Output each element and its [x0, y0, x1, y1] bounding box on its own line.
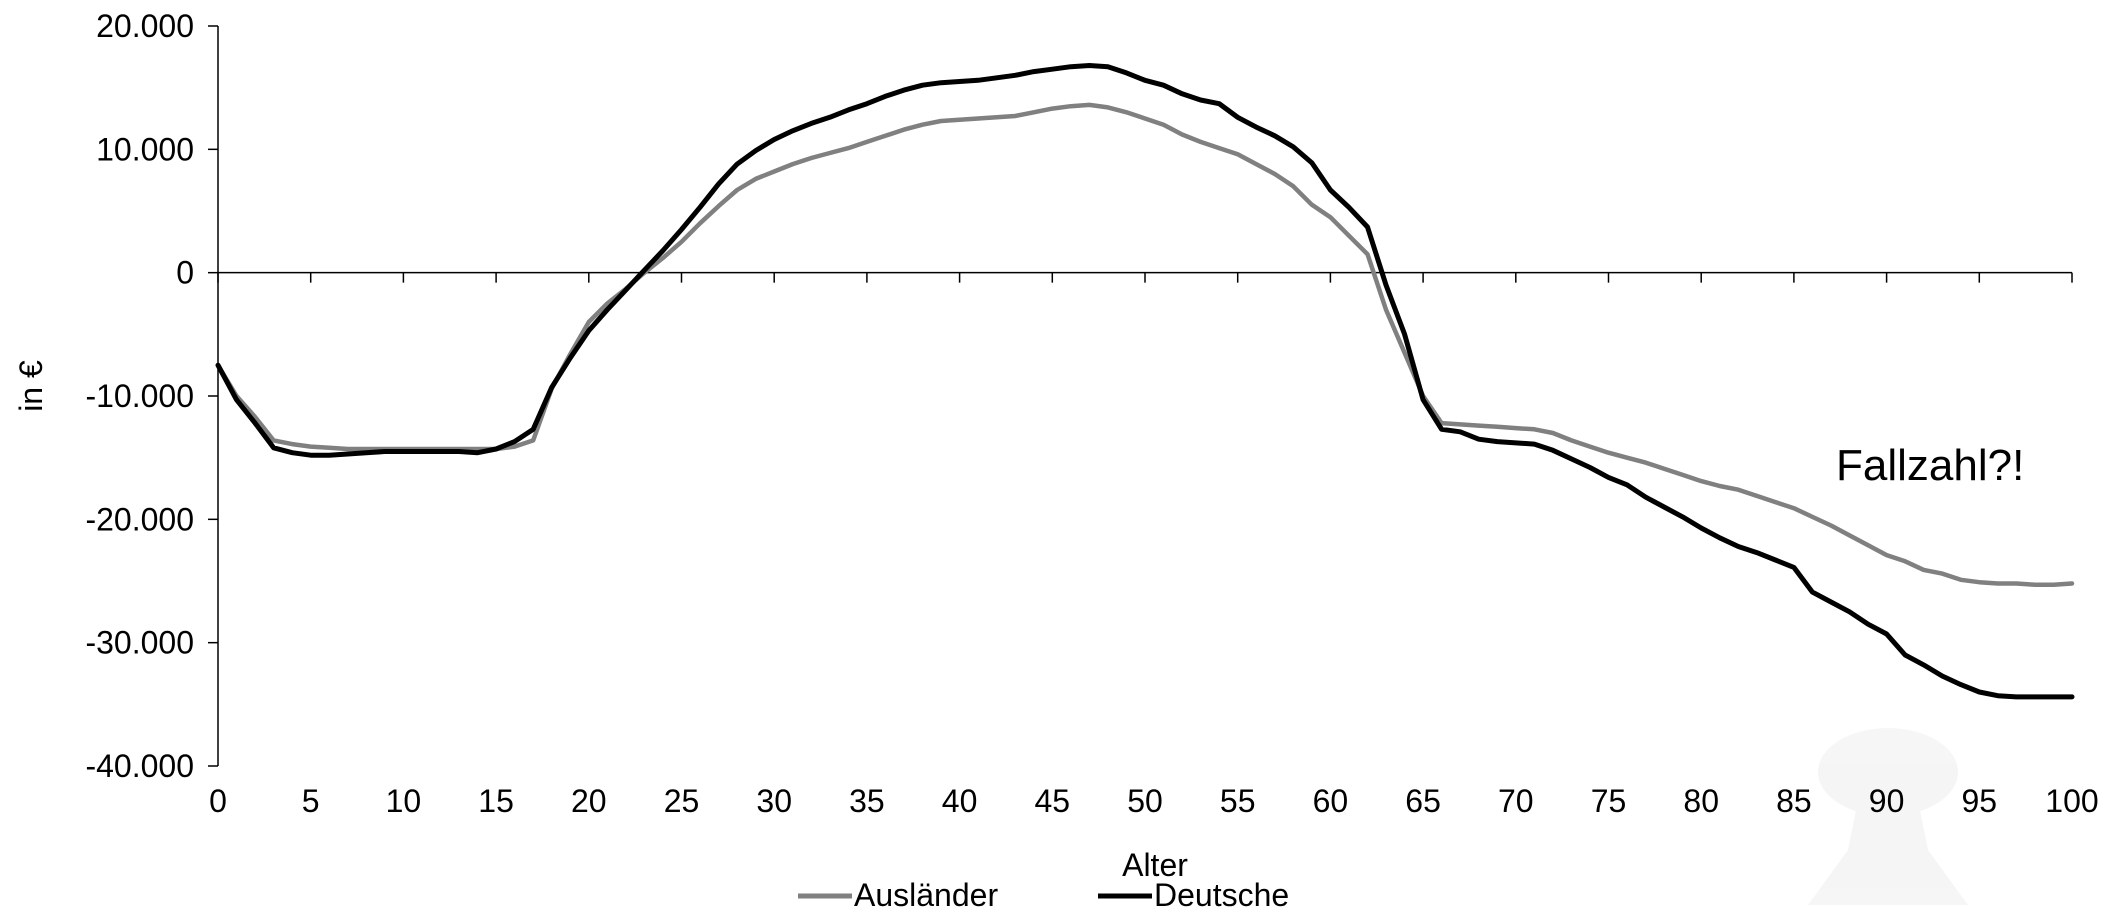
- y-tick-label: -40.000: [85, 748, 194, 784]
- x-tick-label: 10: [386, 783, 422, 819]
- x-tick-label: 20: [571, 783, 607, 819]
- legend: Ausländer Deutsche: [798, 877, 1289, 913]
- x-tick-label: 95: [1962, 783, 1998, 819]
- x-axis-label: Alter: [1122, 847, 1188, 883]
- x-tick-label: 80: [1683, 783, 1719, 819]
- x-tick-label: 45: [1035, 783, 1071, 819]
- x-tick-label: 25: [664, 783, 700, 819]
- x-tick-label: 5: [302, 783, 320, 819]
- y-tick-label: 10.000: [96, 131, 194, 167]
- watermark-silhouette: [1808, 728, 1968, 905]
- y-axis-ticks: 20.000 10.000 0 -10.000 -20.000 -30.000 -40.00…: [85, 8, 218, 784]
- legend-label-auslaender: Ausländer: [854, 877, 998, 913]
- x-axis-ticks: 0 5 10 15 20 25 30 35 40 45 50 55 60 65 70 75 80 85 90 95 10…: [209, 272, 2099, 819]
- x-tick-label: 65: [1405, 783, 1441, 819]
- annotation-text: Fallzahl?!: [1836, 441, 2024, 490]
- y-tick-label: -10.000: [85, 378, 194, 414]
- legend-label-deutsche: Deutsche: [1154, 877, 1289, 913]
- x-tick-label: 75: [1591, 783, 1627, 819]
- y-tick-label: 0: [176, 255, 194, 291]
- series-line-auslaender: [215, 102, 2075, 587]
- y-tick-label: -20.000: [85, 501, 194, 537]
- x-tick-label: 90: [1869, 783, 1905, 819]
- x-tick-label: 35: [849, 783, 885, 819]
- x-tick-label: 55: [1220, 783, 1256, 819]
- x-tick-label: 30: [756, 783, 792, 819]
- x-tick-label: 60: [1313, 783, 1349, 819]
- y-tick-label: -30.000: [85, 625, 194, 661]
- x-tick-label: 0: [209, 783, 227, 819]
- y-axis-label: in €: [13, 360, 49, 412]
- x-tick-label: 15: [478, 783, 514, 819]
- x-tick-label: 70: [1498, 783, 1534, 819]
- series-layer: [215, 63, 2075, 700]
- series-line-deutsche: [215, 63, 2075, 700]
- axes: [217, 26, 2072, 766]
- x-tick-label: 85: [1776, 783, 1812, 819]
- x-tick-label: 40: [942, 783, 978, 819]
- y-tick-label: 20.000: [96, 8, 194, 44]
- x-tick-label: 100: [2045, 783, 2098, 819]
- x-tick-label: 50: [1127, 783, 1163, 819]
